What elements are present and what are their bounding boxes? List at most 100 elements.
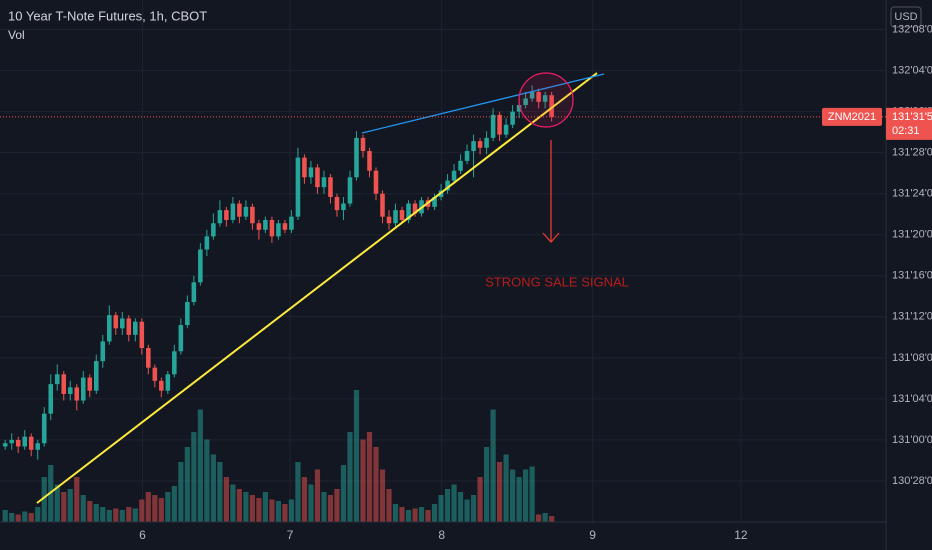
candle-body xyxy=(380,193,385,217)
volume-bar xyxy=(275,501,282,522)
candle-body xyxy=(120,318,125,329)
candle-body xyxy=(334,196,340,211)
volume-bar xyxy=(282,504,288,522)
candle-body xyxy=(464,151,470,161)
candle-body xyxy=(165,374,171,391)
volume-bar xyxy=(464,499,470,522)
volume-bar xyxy=(496,462,503,522)
candle-body xyxy=(458,160,463,171)
candle-body xyxy=(399,210,405,220)
volume-bar xyxy=(483,447,490,522)
volume-bar xyxy=(490,409,496,522)
candle-body xyxy=(133,321,138,335)
candle-body xyxy=(302,157,307,178)
symbol: ZNM2021 xyxy=(828,111,876,123)
last-price-label: 131'31'5 xyxy=(892,111,932,123)
candle-body xyxy=(542,95,548,102)
volume-bar xyxy=(165,492,171,522)
candle-body xyxy=(529,91,535,99)
volume-bar xyxy=(9,513,15,522)
candle-body xyxy=(126,318,132,335)
candle-body xyxy=(490,114,496,138)
volume-bar xyxy=(74,477,80,522)
candle-body xyxy=(224,210,229,220)
volume-bar xyxy=(510,469,516,522)
candle-body xyxy=(477,141,483,148)
volume-bar xyxy=(438,495,444,522)
candle-body xyxy=(87,377,93,391)
volume-bar xyxy=(529,466,535,522)
currency-box[interactable] xyxy=(890,6,922,28)
candle-body xyxy=(243,206,249,217)
volume-bar xyxy=(158,498,164,522)
volume-bar xyxy=(353,390,360,522)
volume-bar xyxy=(243,492,249,522)
candle-body xyxy=(80,377,86,401)
y-tick-label: 131'04'0 xyxy=(892,393,932,405)
volume-bar xyxy=(295,462,301,522)
candle-body xyxy=(360,137,366,152)
x-tick-label: 9 xyxy=(589,528,596,542)
volume-bar xyxy=(327,495,334,522)
candle-body xyxy=(139,321,145,348)
volume-bar xyxy=(549,516,555,522)
volume-bar xyxy=(35,507,41,522)
x-tick-label: 8 xyxy=(438,528,445,542)
volume-bar xyxy=(451,484,457,522)
candle-body xyxy=(503,124,509,135)
volume-bar xyxy=(106,510,112,522)
volume-bar xyxy=(457,492,464,522)
volume-bar xyxy=(119,510,125,522)
volume-bar xyxy=(347,432,353,522)
candle-body xyxy=(93,361,99,391)
volume-bar xyxy=(41,477,47,522)
candle-body xyxy=(35,443,41,450)
volume-bar xyxy=(386,489,392,522)
candle-body xyxy=(152,367,158,381)
volume-bar xyxy=(503,454,509,522)
volume-label: Vol xyxy=(8,28,25,42)
currency[interactable]: USD xyxy=(894,11,917,23)
candle-body xyxy=(289,216,294,230)
candle-body xyxy=(347,177,353,204)
volume-bar xyxy=(126,507,132,522)
candle-body xyxy=(41,413,47,444)
candle-body xyxy=(9,439,14,444)
resistance-trendline xyxy=(361,73,605,134)
highlight-circle xyxy=(518,72,574,128)
candle-body xyxy=(484,137,489,148)
candle-body xyxy=(204,236,210,250)
volume-bar xyxy=(15,514,21,522)
candle-body xyxy=(412,203,418,214)
volume-layer xyxy=(2,390,555,522)
volume-bar xyxy=(132,508,138,522)
y-tick-label: 131'16'0 xyxy=(892,270,932,282)
candle-body xyxy=(211,223,216,237)
candle-body xyxy=(67,387,73,394)
y-tick-label: 131'24'0 xyxy=(892,188,932,200)
candle-body xyxy=(315,167,320,188)
candle-body xyxy=(113,315,119,329)
candle-body xyxy=(341,203,346,211)
volume-bar xyxy=(230,484,236,522)
candle-body xyxy=(276,223,281,237)
volume-bar xyxy=(54,484,60,522)
volume-bar xyxy=(204,439,210,522)
arrow-head xyxy=(542,232,560,243)
candle-body xyxy=(523,98,528,106)
candle-body xyxy=(48,384,54,414)
volume-bar xyxy=(340,465,347,522)
volume-bar xyxy=(217,462,223,522)
candle-body xyxy=(263,219,268,230)
candle-body xyxy=(250,206,255,224)
candle-body xyxy=(15,439,21,447)
volume-bar xyxy=(425,510,431,522)
countdown: 02:31 xyxy=(892,125,920,137)
candle-body xyxy=(471,141,476,152)
volume-bar xyxy=(184,447,190,522)
volume-bar xyxy=(152,495,158,522)
symbol-box xyxy=(822,107,882,126)
volume-bar xyxy=(262,492,269,522)
volume-bar xyxy=(236,489,242,522)
